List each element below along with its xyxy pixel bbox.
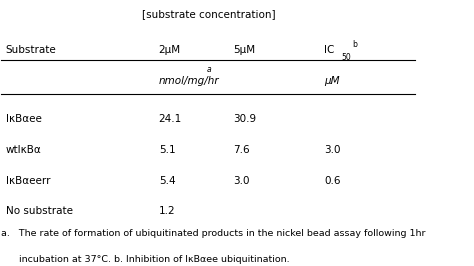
Text: 1.2: 1.2 [159,206,175,217]
Text: 24.1: 24.1 [159,114,182,124]
Text: μM: μM [324,76,340,86]
Text: IκBαeerr: IκBαeerr [6,176,50,186]
Text: 3.0: 3.0 [324,145,341,155]
Text: 5.4: 5.4 [159,176,175,186]
Text: 2μM: 2μM [159,45,181,55]
Text: a.   The rate of formation of ubiquitinated products in the nickel bead assay fo: a. The rate of formation of ubiquitinate… [1,230,426,239]
Text: 3.0: 3.0 [233,176,250,186]
Text: IC: IC [324,45,335,55]
Text: b: b [353,40,357,49]
Text: 0.6: 0.6 [324,176,341,186]
Text: 5.1: 5.1 [159,145,175,155]
Text: 7.6: 7.6 [233,145,250,155]
Text: a: a [206,65,211,74]
Text: 30.9: 30.9 [233,114,256,124]
Text: [substrate concentration]: [substrate concentration] [142,9,275,19]
Text: No substrate: No substrate [6,206,73,217]
Text: 50: 50 [342,53,352,62]
Text: Substrate: Substrate [6,45,56,55]
Text: wtIκBα: wtIκBα [6,145,41,155]
Text: nmol/mg/hr: nmol/mg/hr [159,76,219,86]
Text: 5μM: 5μM [233,45,255,55]
Text: incubation at 37°C. b. Inhibition of IκBαee ubiquitination.: incubation at 37°C. b. Inhibition of IκB… [1,255,290,264]
Text: IκBαee: IκBαee [6,114,41,124]
